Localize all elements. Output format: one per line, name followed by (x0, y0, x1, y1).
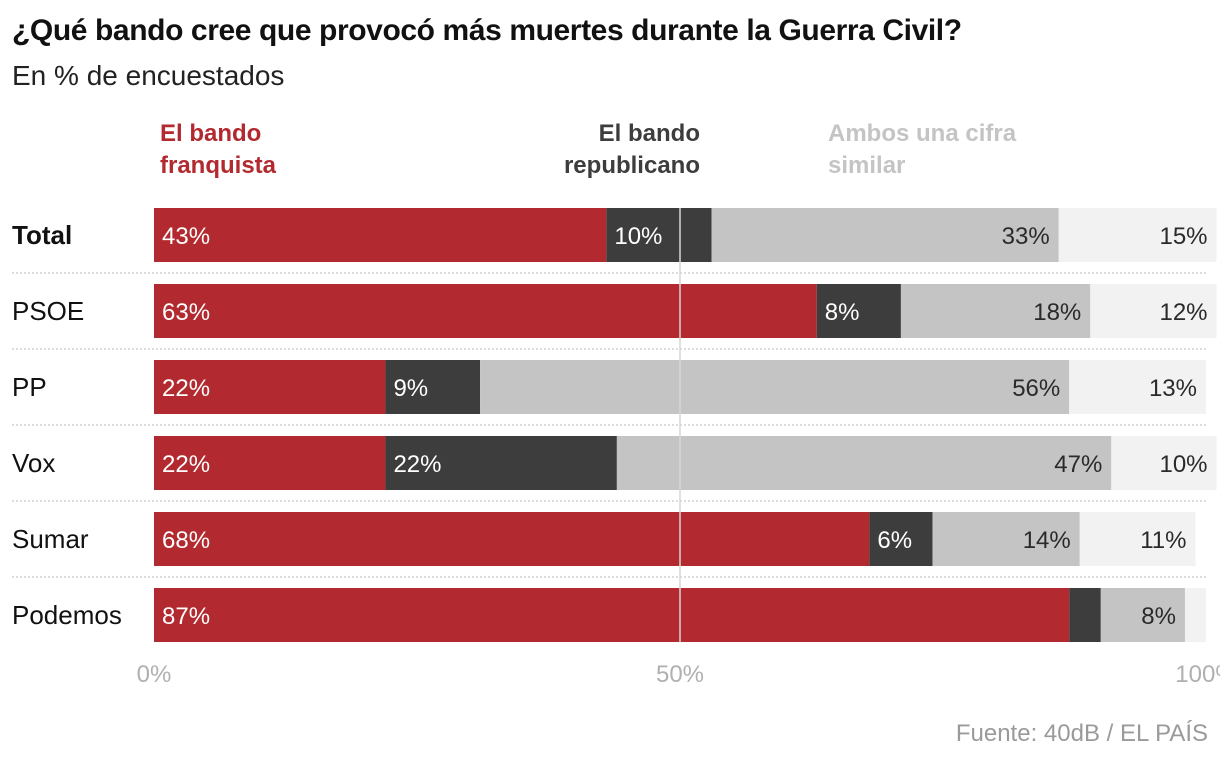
value-label-vox-series-0: 22% (162, 451, 210, 478)
x-tick-label-100: 100% (1175, 661, 1220, 688)
chart-subtitle: En % de encuestados (12, 60, 285, 91)
legend-republicano-line2: republicano (563, 152, 700, 179)
bar-vox-series-2 (616, 436, 1112, 490)
bar-sumar-series-3 (1079, 512, 1196, 566)
value-label-psoe-series-0: 63% (162, 299, 210, 326)
value-label-sumar-series-0: 68% (162, 527, 210, 554)
value-label-podemos-series-0: 87% (162, 603, 210, 630)
value-label-total-series-2: 33% (1002, 223, 1050, 250)
bar-sumar-series-1 (869, 512, 933, 566)
bar-pp-series-1 (385, 360, 481, 414)
legend-republicano-line1: El bando (598, 120, 700, 147)
x-tick-label-0: 0% (137, 661, 172, 688)
bar-total-series-3 (1058, 208, 1217, 262)
bar-sumar-series-2 (932, 512, 1080, 566)
chart-title: ¿Qué bando cree que provocó más muertes … (12, 14, 962, 47)
bar-podemos-series-2 (1100, 588, 1185, 642)
bar-vox-series-1 (385, 436, 617, 490)
category-label-podemos: Podemos (12, 600, 122, 630)
value-label-psoe-series-2: 18% (1033, 299, 1081, 326)
value-label-total-series-0: 43% (162, 223, 210, 250)
value-label-pp-series-1: 9% (393, 375, 428, 402)
value-label-pp-series-0: 22% (162, 375, 210, 402)
bar-pp-series-0 (154, 360, 386, 414)
legend-franquista: El bando franquista (160, 118, 276, 182)
value-label-podemos-series-2: 8% (1141, 603, 1176, 630)
bar-pp-series-3 (1069, 360, 1206, 414)
legend-republicano: El bando republicano (520, 118, 700, 182)
value-label-psoe-series-1: 8% (825, 299, 860, 326)
value-label-sumar-series-1: 6% (877, 527, 912, 554)
bar-psoe-series-2 (900, 284, 1091, 338)
bar-psoe-series-3 (1090, 284, 1217, 338)
legend-franquista-line2: franquista (160, 152, 277, 179)
value-label-vox-series-1: 22% (393, 451, 441, 478)
bar-total-series-0 (154, 208, 607, 262)
legend-ambos: Ambos una cifra similar (828, 118, 1016, 182)
category-label-pp: PP (12, 372, 47, 402)
category-label-total: Total (12, 220, 72, 250)
bar-vox-series-0 (154, 436, 386, 490)
category-label-psoe: PSOE (12, 296, 84, 326)
legend-ambos-line1: Ambos una cifra (828, 120, 1017, 147)
value-label-total-series-3: 15% (1159, 223, 1207, 250)
value-label-pp-series-2: 56% (1012, 375, 1060, 402)
value-label-total-series-1: 10% (614, 223, 662, 250)
legend-franquista-line1: El bando (160, 120, 262, 147)
category-label-sumar: Sumar (12, 524, 89, 554)
category-label-vox: Vox (12, 448, 55, 478)
value-label-sumar-series-2: 14% (1023, 527, 1071, 554)
bar-podemos-series-0 (154, 588, 1070, 642)
bar-podemos-series-3 (1184, 588, 1206, 642)
bar-total-series-2 (711, 208, 1059, 262)
value-label-sumar-series-3: 11% (1140, 527, 1186, 554)
bar-vox-series-3 (1111, 436, 1217, 490)
bar-total-series-1 (606, 208, 712, 262)
value-label-pp-series-3: 13% (1149, 375, 1197, 402)
bar-sumar-series-0 (154, 512, 870, 566)
x-tick-label-50: 50% (656, 661, 704, 688)
bar-pp-series-2 (480, 360, 1070, 414)
legend-ambos-line2: similar (828, 152, 906, 179)
value-label-vox-series-2: 47% (1054, 451, 1102, 478)
value-label-vox-series-3: 10% (1159, 451, 1207, 478)
bar-psoe-series-0 (154, 284, 817, 338)
bar-podemos-series-1 (1069, 588, 1101, 642)
value-label-psoe-series-3: 12% (1159, 299, 1207, 326)
bar-psoe-series-1 (816, 284, 901, 338)
source-note: Fuente: 40dB / EL PAÍS (955, 720, 1208, 747)
